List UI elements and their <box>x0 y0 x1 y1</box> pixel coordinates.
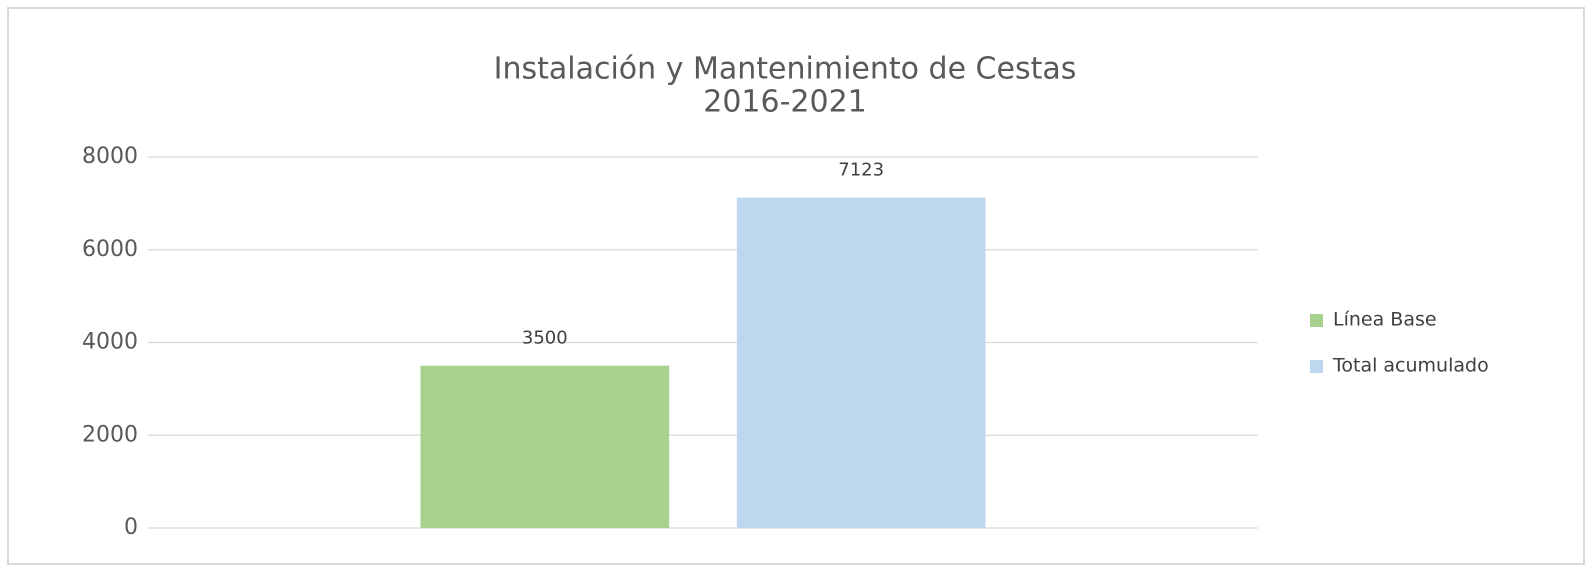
y-tick-label: 4000 <box>82 330 138 355</box>
data-label: 7123 <box>838 160 884 181</box>
legend-swatch <box>1310 360 1323 373</box>
bar <box>736 197 986 528</box>
bar <box>420 365 670 528</box>
y-tick-label: 2000 <box>82 422 138 447</box>
y-tick-label: 8000 <box>82 144 138 169</box>
y-tick-label: 6000 <box>82 237 138 262</box>
chart-title: Instalación y Mantenimiento de Cestas <box>494 52 1077 87</box>
data-label: 3500 <box>522 328 568 349</box>
legend-label: Línea Base <box>1333 309 1437 331</box>
y-tick-label: 0 <box>124 515 138 540</box>
legend-swatch <box>1310 314 1323 327</box>
legend-label: Total acumulado <box>1332 355 1489 377</box>
chart-subtitle: 2016-2021 <box>703 85 867 120</box>
